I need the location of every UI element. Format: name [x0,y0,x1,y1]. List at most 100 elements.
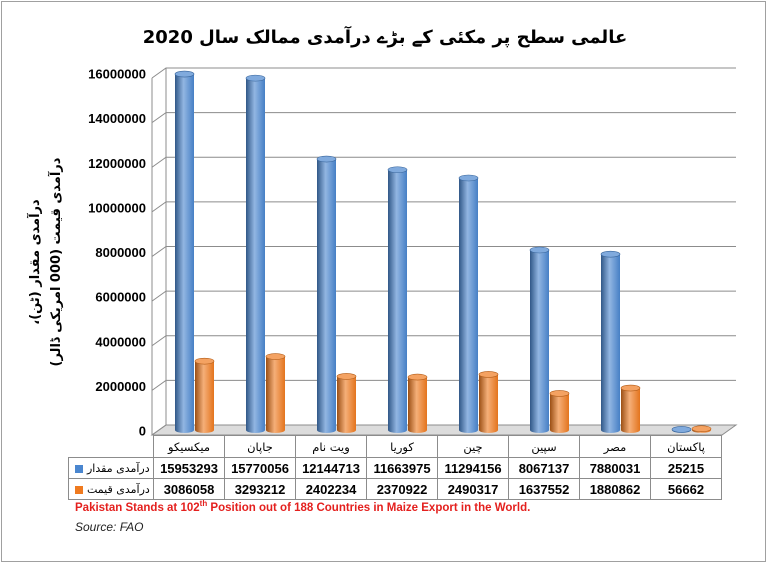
category-label: سپین [508,435,580,458]
bar-body [195,361,214,430]
bar-top [691,425,712,433]
bar-top [478,371,499,378]
data-label: 8067137 [508,457,580,479]
bar-top [245,74,266,82]
bar-body [337,376,356,430]
data-label: 2402234 [295,478,367,500]
data-label: 1880862 [579,478,651,500]
bar-top [174,70,195,78]
y-tick-label: 14000000 [88,111,146,126]
bar [478,371,499,433]
chart-floor [150,424,738,436]
bar-body [621,388,640,430]
bar [458,174,479,433]
bar-body [479,374,498,430]
plot-area: 0 2000000 4000000 6000000 8000000 10000000 120… [88,67,738,439]
bar [194,357,215,433]
gridline [151,67,736,79]
legend-cell: درآمدی مقدار [68,457,154,479]
y-tick-label: 6000000 [95,290,146,305]
data-label: 2370922 [366,478,438,500]
bar-top [316,155,337,163]
bar-body [246,78,265,431]
bar [691,425,712,433]
bar [600,250,621,433]
source-note: Source: FAO [75,520,144,534]
data-label: 15953293 [153,457,225,479]
bar-top [458,174,479,182]
category-label: چین [437,435,509,458]
y-tick-label: 16000000 [88,67,146,82]
data-label: 1637552 [508,478,580,500]
bar [620,384,641,433]
table-corner [68,435,154,458]
gridline [151,335,736,347]
note-superscript: th [199,499,208,509]
y-tick-label: 0 [139,424,146,439]
category-label: میکسیکو [153,435,225,458]
category-label: کوریا [366,435,438,458]
gridline [151,156,736,168]
data-label: 11294156 [437,457,509,479]
legend-label: درآمدی قیمت [87,482,150,496]
y-tick-label: 8000000 [95,245,146,260]
gridline [151,290,736,302]
note-text: Pakistan Stands at 102 [75,502,200,514]
bar [671,426,692,433]
data-label: 7880031 [579,457,651,479]
chart-title: عالمی سطح پر مکئی کے بڑے درآمدی ممالک سا… [142,27,628,48]
bar-body [408,377,427,430]
bar [387,166,408,433]
category-label: پاکستان [650,435,722,458]
data-label: 3293212 [224,478,296,500]
bar-body [388,169,407,430]
bar-body [317,159,336,430]
bar-top [529,246,550,254]
bar-top [549,390,570,397]
data-label: 11663975 [366,457,438,479]
category-label: جاپان [224,435,296,458]
bar-body [601,254,620,430]
bar-top [407,373,428,381]
y-tick-label: 10000000 [88,200,146,215]
y-tick-label: 12000000 [88,156,146,171]
table-row: درآمدی مقدار 15953293 15770056 12144713 … [68,457,722,479]
bar [174,70,195,433]
legend-label: درآمدی مقدار [87,461,150,475]
footer-note: Pakistan Stands at 102th Position out of… [75,500,530,516]
bar-body [266,356,285,430]
bar-top [620,384,641,392]
bar [549,390,570,433]
legend-swatch [75,464,83,473]
gridline [151,112,736,124]
data-label: 12144713 [295,457,367,479]
table-header-row: میکسیکو جاپان ویت نام کوریا چین سپین مصر… [68,435,722,458]
bar [529,246,550,433]
data-label: 25215 [650,457,722,479]
bar [407,373,428,433]
category-label: ویت نام [295,435,367,458]
y-tick-label: 4000000 [95,334,146,349]
bar-top [671,426,692,433]
data-label: 3086058 [153,478,225,500]
data-table: میکسیکو جاپان ویت نام کوریا چین سپین مصر… [68,435,722,500]
table-row: درآمدی قیمت 3086058 3293212 2402234 2370… [68,478,722,500]
legend-swatch [75,485,83,494]
gridline [151,379,736,391]
bar-top [194,357,215,365]
y-tick-label: 2000000 [95,379,146,394]
bar [336,373,357,433]
bar-body [459,177,478,430]
bar-body [530,250,549,430]
bar-top [387,166,408,174]
bar-body [175,74,194,431]
bar-top [265,353,286,360]
bar [245,74,266,433]
data-label: 56662 [650,478,722,500]
bar [316,155,337,433]
note-text: Position out of 188 Countries in Maize E… [207,502,531,514]
data-label: 15770056 [224,457,296,479]
legend-cell: درآمدی قیمت [68,478,154,500]
gridline [151,201,736,213]
